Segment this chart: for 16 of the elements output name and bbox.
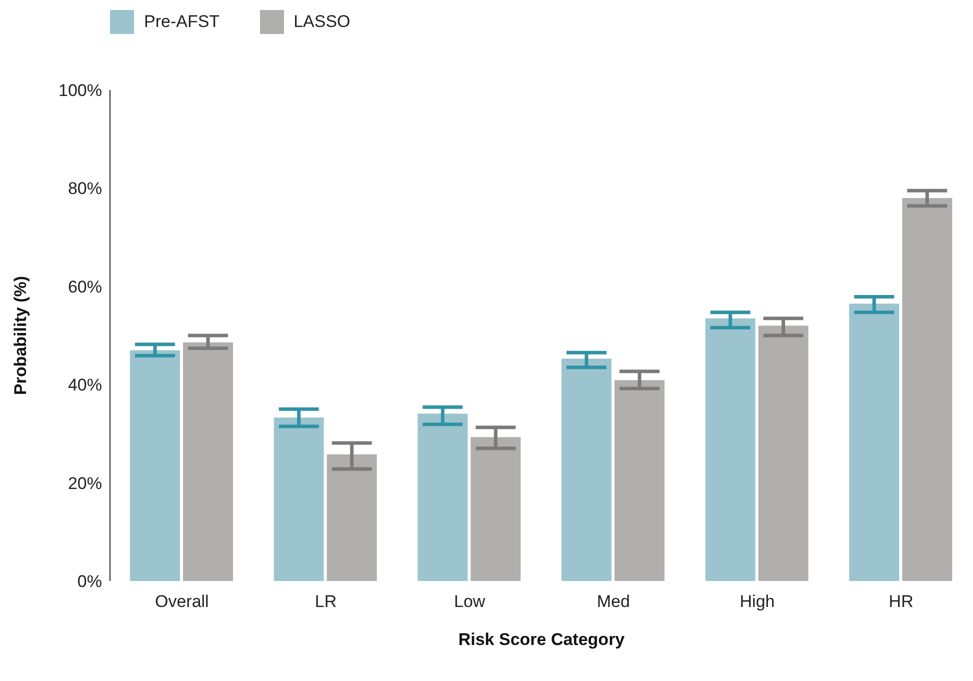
y-tick-label: 60% bbox=[68, 277, 102, 296]
y-tick-label: 0% bbox=[77, 572, 102, 592]
x-tick-label: Overall bbox=[154, 592, 209, 612]
y-axis-title: Probability (%) bbox=[11, 276, 30, 396]
x-tick-label: HR bbox=[888, 592, 914, 612]
y-tick-label: 80% bbox=[68, 179, 102, 198]
legend-label: LASSO bbox=[294, 12, 350, 32]
x-axis-title: Risk Score Category bbox=[458, 630, 626, 649]
y-tick-label: 40% bbox=[68, 376, 102, 395]
x-tick-label: High bbox=[740, 592, 775, 612]
y-tick-label: 100% bbox=[58, 81, 102, 100]
x-tick-label: Med bbox=[596, 592, 630, 612]
legend-label: Pre-AFST bbox=[144, 12, 220, 32]
x-tick-label: LR bbox=[314, 592, 337, 612]
y-tick-label: 20% bbox=[68, 474, 102, 493]
x-tick-label: Low bbox=[454, 592, 486, 612]
